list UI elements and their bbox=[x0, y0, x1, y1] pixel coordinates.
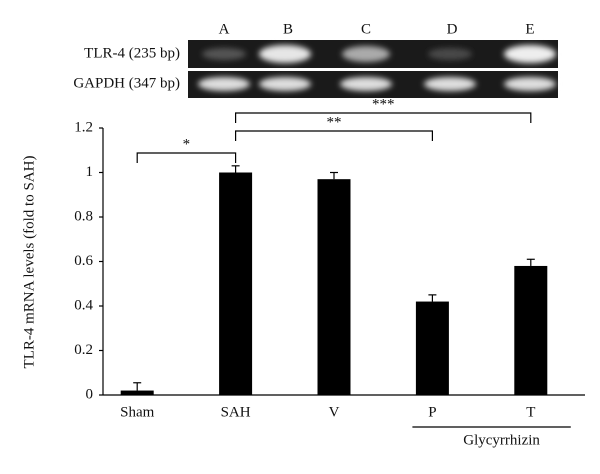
gel-band bbox=[504, 77, 556, 91]
y-tick-label: 1 bbox=[86, 164, 94, 180]
group-label: Glycyrrhizin bbox=[463, 432, 540, 448]
y-tick-label: 0.6 bbox=[74, 253, 93, 269]
gel-band bbox=[202, 48, 246, 60]
y-axis-label: TLR-4 mRNA levels (fold to SAH) bbox=[21, 156, 37, 369]
bar bbox=[415, 301, 449, 395]
bar bbox=[219, 172, 253, 395]
y-tick-label: 0.8 bbox=[74, 208, 93, 224]
gel-band bbox=[428, 48, 472, 60]
gel-band bbox=[259, 45, 311, 63]
significance-bracket bbox=[136, 152, 237, 163]
significance-bracket bbox=[235, 112, 532, 123]
gel-lane-label: E bbox=[525, 21, 534, 37]
x-tick-label: T bbox=[526, 404, 535, 420]
gel-lane-label: A bbox=[219, 21, 230, 37]
gel-image bbox=[188, 40, 558, 98]
x-tick-label: V bbox=[329, 404, 340, 420]
gel-band bbox=[198, 77, 250, 91]
x-tick-label: Sham bbox=[120, 404, 155, 420]
bar bbox=[317, 179, 351, 395]
gel-lane-label: D bbox=[447, 21, 458, 37]
significance-label: *** bbox=[372, 96, 395, 112]
bar bbox=[514, 265, 548, 395]
y-tick-label: 1.2 bbox=[74, 119, 93, 135]
x-tick-label: SAH bbox=[221, 404, 251, 420]
gel-band bbox=[504, 45, 556, 63]
y-tick-label: 0 bbox=[86, 386, 94, 402]
gel-row-label: GAPDH (347 bp) bbox=[73, 75, 180, 91]
gel-row-label: TLR-4 (235 bp) bbox=[84, 45, 180, 61]
significance-label: * bbox=[183, 136, 191, 152]
bar bbox=[120, 390, 154, 395]
y-tick-label: 0.2 bbox=[74, 342, 93, 358]
gel-band bbox=[424, 77, 476, 91]
gel-band bbox=[342, 46, 390, 62]
y-tick-label: 0.4 bbox=[74, 297, 93, 313]
x-tick-label: P bbox=[428, 404, 436, 420]
gel-band bbox=[340, 77, 392, 91]
gel-lane-label: B bbox=[283, 21, 293, 37]
significance-bracket bbox=[235, 130, 433, 141]
gel-band bbox=[259, 77, 311, 91]
gel-lane-label: C bbox=[361, 21, 371, 37]
significance-label: ** bbox=[327, 114, 342, 130]
